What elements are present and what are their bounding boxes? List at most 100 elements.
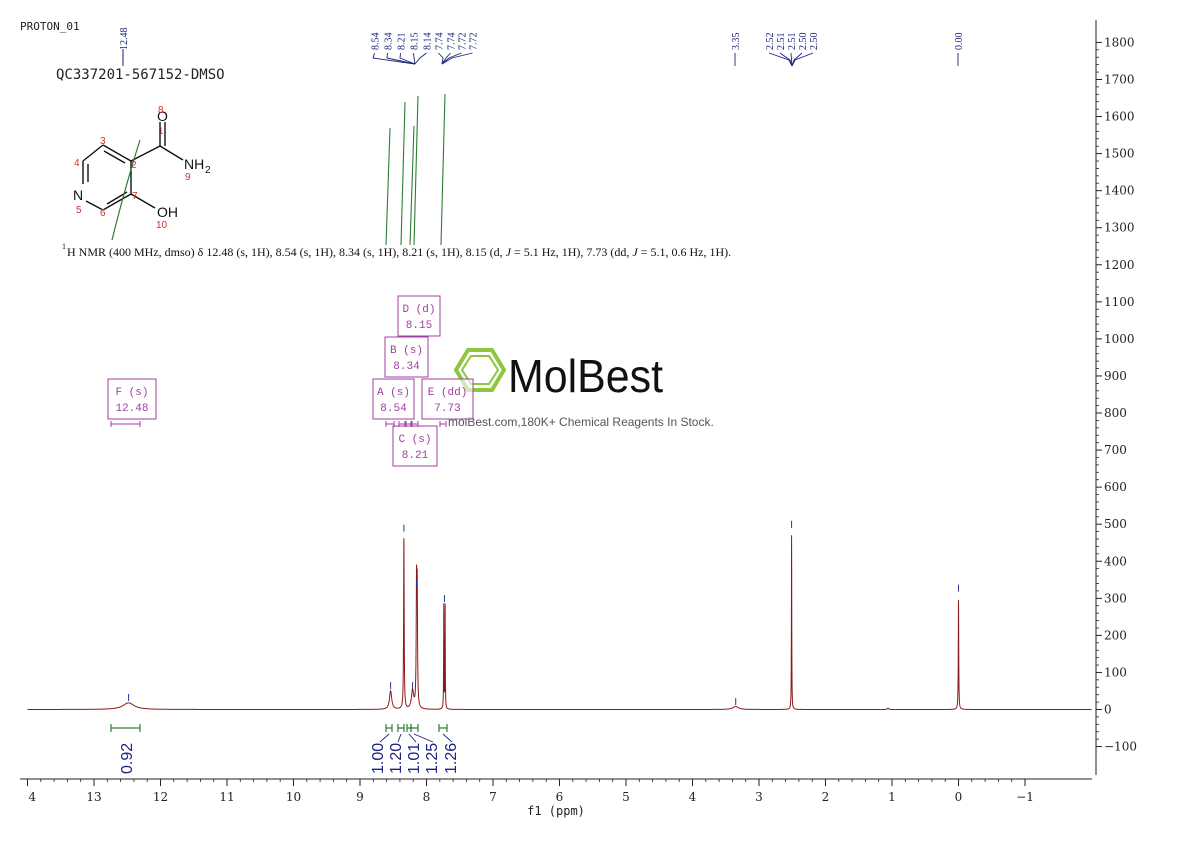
peak-label-connector	[413, 52, 416, 65]
y-tick-label: 900	[1104, 369, 1127, 383]
integral-value: 1.00	[370, 743, 387, 774]
x-tick-label: 11	[219, 790, 234, 804]
multiplet-label: A (s)	[377, 387, 410, 399]
x-tick-label: 1	[888, 790, 896, 804]
peak-label-connector	[441, 52, 462, 65]
atom-index-7: 7	[132, 191, 138, 202]
multiplet-label: B (s)	[390, 345, 423, 357]
peak-label-connector	[779, 52, 793, 67]
integral-bar	[438, 724, 448, 732]
integral-bar	[385, 724, 393, 732]
peak-label-connector	[372, 52, 416, 65]
atom-index-9: 9	[185, 172, 191, 183]
peak-label: 2.50	[798, 33, 809, 51]
x-tick-label: 7	[489, 790, 497, 804]
y-tick-label: 1500	[1104, 147, 1135, 161]
bond-c3-c4	[82, 144, 104, 162]
peak-label: 7.74	[435, 33, 446, 51]
bond-c6-c7	[102, 193, 132, 211]
multiplet-range	[110, 421, 141, 427]
integral-curve	[440, 93, 446, 246]
multiplet-value: 7.73	[434, 403, 460, 415]
x-tick-label: −1	[1016, 790, 1034, 804]
peak-label: 0.00	[954, 33, 965, 51]
nmr-description: H NMR (400 MHz, dmso) δ 12.48 (s, 1H), 8…	[67, 245, 731, 259]
integral-bar	[110, 724, 141, 732]
y-tick-label: −100	[1104, 740, 1137, 754]
structure-integral-curve	[111, 139, 141, 241]
y-tick-label: 200	[1104, 628, 1127, 642]
y-tick-label: 1700	[1104, 72, 1135, 86]
atom-index-6: 6	[100, 208, 106, 219]
x-axis-label: f1 (ppm)	[527, 804, 585, 818]
peak-label: 8.15	[410, 33, 421, 51]
x-tick-label: 0	[955, 790, 963, 804]
nmr-description-part3: = 5.1, 0.6 Hz, 1H).	[638, 245, 731, 259]
integral-connector	[397, 733, 402, 743]
bond-c2-c3	[102, 144, 132, 162]
bond-c1-n9	[159, 145, 184, 161]
integral-curve	[413, 95, 419, 246]
peak-label: 12.48	[119, 28, 130, 51]
integral-connector	[442, 733, 453, 743]
peak-label-connector	[441, 52, 473, 65]
multiplet-box	[372, 378, 415, 420]
integral-connector	[379, 733, 390, 743]
atom-index-10: 10	[156, 220, 168, 231]
nmr-description-j1: J	[506, 245, 512, 259]
y-tick-label: 1100	[1104, 295, 1135, 309]
integral-connector	[408, 733, 417, 743]
multiplet-value: 8.15	[406, 320, 432, 332]
integral-value: 1.20	[388, 743, 405, 774]
multiplet-box	[392, 425, 438, 467]
integral-curve	[400, 101, 406, 246]
watermark-tagline: molBest.com,180K+ Chemical Reagents In S…	[448, 415, 714, 429]
y-tick-label: 1000	[1104, 332, 1135, 346]
multiplet-label: E (dd)	[428, 387, 468, 399]
sample-label: QC337201-567152-DMSO	[56, 67, 225, 83]
x-tick-label: 5	[622, 790, 630, 804]
y-tick-label: 600	[1104, 480, 1127, 494]
y-tick-label: 700	[1104, 443, 1127, 457]
peak-label-connector	[790, 52, 793, 67]
structure-labels: O NH 2 N OH 1 2 3 4 5 6 7 8 9 10	[73, 105, 211, 231]
peak-label-connector	[438, 52, 444, 65]
atom-oh: OH	[157, 204, 178, 220]
peak-label: 7.74	[447, 33, 458, 51]
peak-label: 8.54	[371, 33, 382, 51]
peak-label: 2.52	[765, 33, 776, 51]
peak-label-connector	[441, 52, 451, 65]
multiplet-label: D (d)	[402, 304, 435, 316]
x-tick-label: 3	[755, 790, 763, 804]
atom-index-2: 2	[131, 160, 137, 171]
peak-label-connector	[386, 52, 416, 65]
atom-nh: NH	[184, 156, 204, 172]
y-tick-label: 1200	[1104, 258, 1135, 272]
peak-label: 7.72	[469, 33, 480, 51]
peak-label: 2.50	[809, 33, 820, 51]
y-tick-label: 1300	[1104, 221, 1135, 235]
multiplet-range	[385, 421, 395, 427]
multiplet-box	[421, 378, 474, 420]
integral-curve	[385, 127, 391, 246]
multiplet-box	[107, 378, 157, 420]
x-tick-label: 4	[689, 790, 697, 804]
y-tick-label: 100	[1104, 665, 1127, 679]
integral-value: 1.26	[443, 743, 460, 774]
nmr-text-superscript: 1	[62, 242, 66, 251]
peak-label: 2.51	[787, 33, 798, 51]
peak-label: 8.34	[384, 33, 395, 51]
integral-bar	[397, 724, 405, 732]
multiplet-value: 8.34	[393, 361, 420, 373]
bond-c2-c1	[130, 145, 161, 162]
x-tick-label: 12	[153, 790, 168, 804]
peak-label: 8.21	[397, 33, 408, 51]
y-tick-label: 300	[1104, 591, 1127, 605]
chemical-structure	[82, 122, 184, 211]
atom-index-3: 3	[100, 136, 106, 147]
x-tick-label: 2	[822, 790, 830, 804]
peak-label-connector	[791, 52, 814, 67]
multiplet-range	[410, 421, 419, 427]
y-tick-label: 0	[1104, 703, 1112, 717]
atom-index-8: 8	[158, 105, 164, 116]
